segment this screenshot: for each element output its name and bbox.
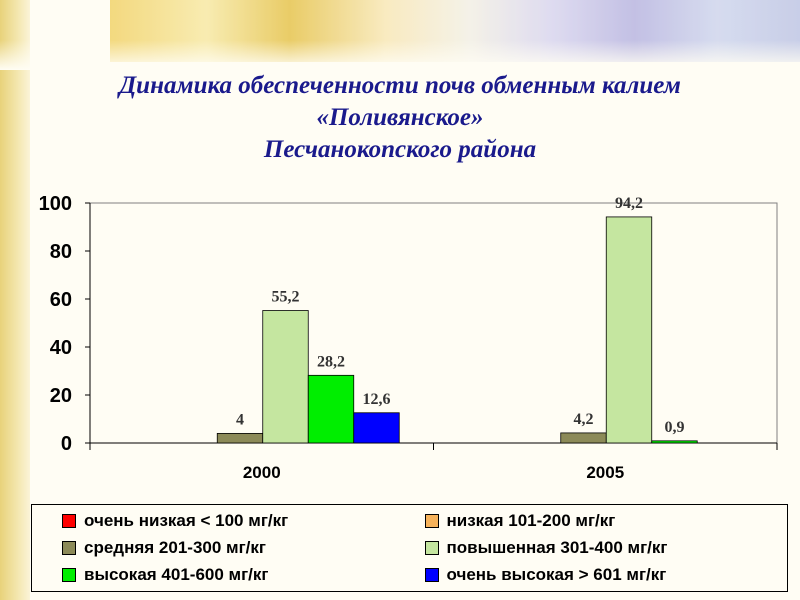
legend-item: очень высокая > 601 мг/кг	[424, 562, 788, 589]
data-label: 4	[236, 411, 244, 428]
legend-label: очень высокая > 601 мг/кг	[446, 565, 667, 585]
data-label: 28,2	[317, 353, 345, 370]
legend-item: повышенная 301-400 мг/кг	[424, 534, 788, 561]
y-tick-label: 0	[61, 433, 72, 455]
decorative-banner-fade	[0, 40, 800, 70]
y-tick-label: 60	[50, 289, 72, 311]
legend-item: низкая 101-200 мг/кг	[424, 507, 788, 534]
y-tick-label: 80	[50, 241, 72, 263]
legend-item: очень низкая < 100 мг/кг	[62, 507, 425, 534]
bar	[353, 412, 400, 444]
data-label: 94,2	[615, 195, 643, 212]
x-tick-label: 2005	[586, 463, 624, 482]
bar	[307, 374, 355, 444]
legend-item: высокая 401-600 мг/кг	[62, 562, 425, 589]
chart-title: Динамика обеспеченности почв обменным ка…	[0, 70, 800, 166]
legend-item: средняя 201-300 мг/кг	[62, 534, 425, 561]
legend-swatch	[424, 540, 439, 555]
data-label: 55,2	[272, 289, 300, 306]
chart-title-line-1: Динамика обеспеченности почв обменным ка…	[119, 72, 681, 99]
y-tick-label: 100	[39, 193, 72, 215]
legend-label: повышенная 301-400 мг/кг	[446, 537, 668, 557]
legend-swatch	[62, 513, 76, 528]
bar	[262, 310, 309, 444]
data-label: 12,6	[363, 391, 391, 408]
bar	[560, 432, 607, 444]
chart-title-line-2: «Поливянское»	[316, 104, 484, 131]
bar	[651, 440, 698, 444]
decorative-left-strip	[0, 0, 30, 600]
legend-label: высокая 401-600 мг/кг	[84, 565, 269, 585]
legend-label: очень низкая < 100 мг/кг	[84, 510, 289, 530]
y-tick-label: 40	[50, 337, 72, 359]
x-tick-label: 2000	[243, 463, 281, 482]
legend-swatch	[424, 513, 439, 528]
legend-swatch	[62, 540, 76, 555]
plot-area	[89, 202, 778, 444]
bar	[605, 216, 653, 444]
legend-label: низкая 101-200 мг/кг	[446, 510, 616, 530]
chart-legend: очень низкая < 100 мг/кг низкая 101-200 м…	[31, 504, 788, 592]
legend-swatch	[424, 568, 439, 583]
bar	[216, 432, 264, 444]
legend-label: средняя 201-300 мг/кг	[84, 537, 266, 557]
chart-title-line-3: Песчанокопского района	[263, 136, 537, 163]
data-label: 4,2	[574, 411, 594, 428]
data-label: 0,9	[665, 419, 685, 436]
y-tick-label: 20	[50, 385, 72, 407]
legend-swatch	[62, 568, 76, 583]
